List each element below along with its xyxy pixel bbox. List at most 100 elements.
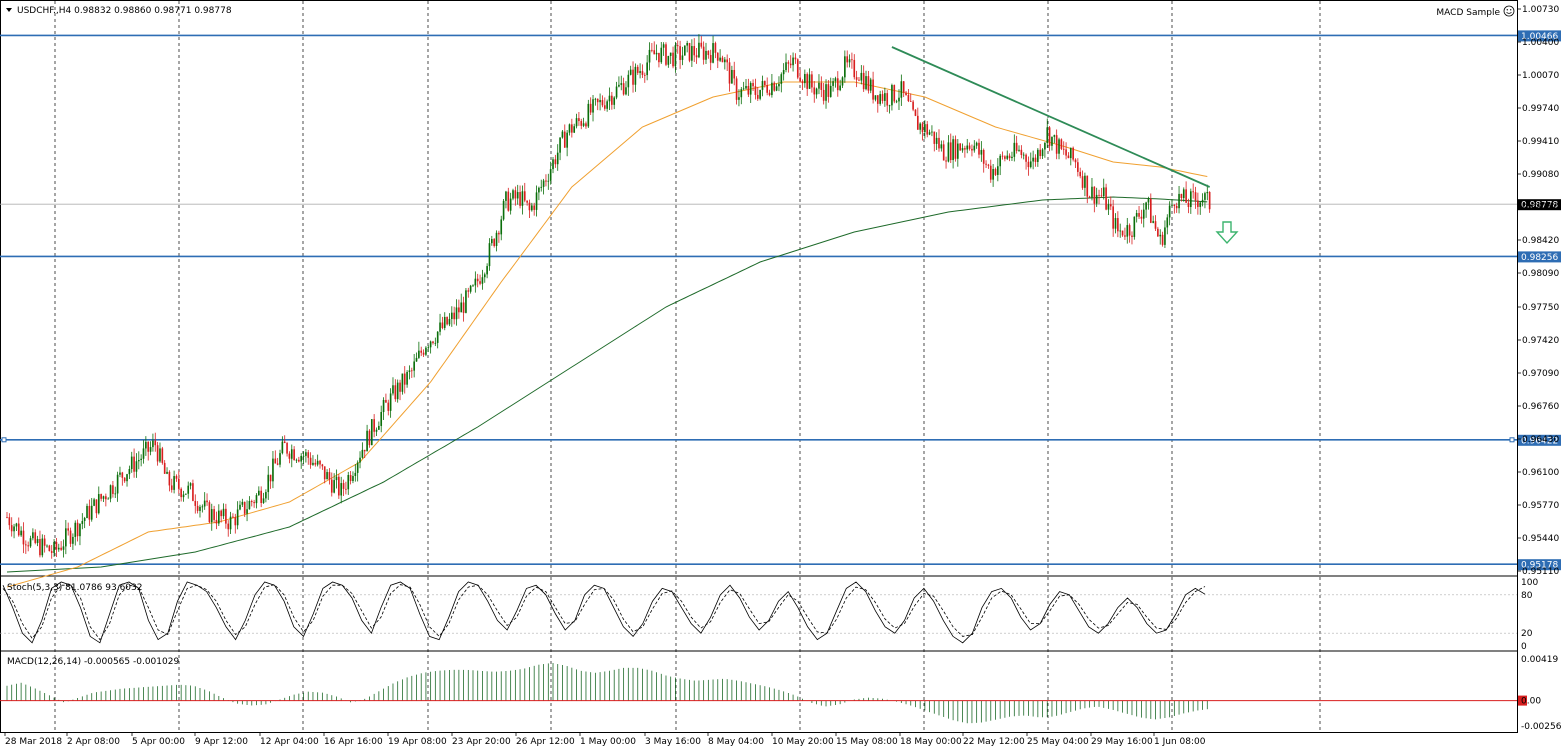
candle [926, 121, 929, 138]
candle [133, 448, 135, 478]
candle [356, 460, 359, 482]
candle [1037, 148, 1039, 167]
candle [686, 40, 688, 53]
candle [582, 117, 585, 128]
candle [940, 140, 943, 152]
candle [1072, 146, 1074, 162]
time-tick-label: 29 May 16:00 [1091, 737, 1153, 747]
macd-axis-label: 0.00419 [1521, 655, 1558, 665]
candle [13, 523, 15, 539]
candle [67, 522, 70, 536]
candle [778, 76, 780, 92]
candle [799, 69, 801, 83]
time-axis[interactable]: 28 Mar 2018 2 Apr 08:00 5 Apr 00:00 9 Apr 1… [4, 732, 1206, 747]
candle [521, 185, 524, 215]
level-handle[interactable] [1, 437, 7, 443]
price-tick-label: 1.00730 [1522, 5, 1559, 15]
candle [589, 97, 592, 115]
candle [660, 42, 663, 64]
candle [862, 65, 865, 92]
candle [1154, 215, 1157, 232]
price-tick-label: 0.95770 [1522, 501, 1559, 511]
candle [632, 61, 634, 93]
candle [813, 81, 816, 103]
candle [900, 74, 903, 106]
candle [653, 41, 656, 55]
candle [933, 131, 936, 152]
candle [265, 489, 267, 503]
candle [1131, 231, 1133, 245]
candle [112, 480, 114, 498]
level-badge [1518, 559, 1561, 571]
level-badge-label: 1.00466 [1521, 32, 1558, 42]
trendline[interactable] [891, 46, 1211, 188]
candle [274, 450, 277, 464]
candle [335, 469, 338, 489]
candle [912, 100, 914, 112]
chart-menu-triangle-icon[interactable] [6, 8, 12, 12]
candle [997, 158, 999, 182]
candle [1058, 137, 1060, 160]
level-handle[interactable] [1509, 437, 1515, 443]
candle [1126, 217, 1129, 244]
price-tick-label: 0.97750 [1522, 303, 1559, 313]
candle [973, 140, 976, 153]
candle [1034, 154, 1037, 167]
candle [1112, 199, 1114, 237]
price-tick-label: 0.98750 [1522, 203, 1559, 213]
candle [634, 63, 637, 92]
candle [140, 454, 142, 467]
down-arrow-icon[interactable] [1215, 221, 1239, 245]
candle [874, 95, 877, 102]
grid [0, 1, 1517, 732]
candle [945, 156, 947, 169]
candle [1168, 201, 1171, 226]
time-tick-label: 8 May 04:00 [708, 737, 764, 747]
level-badge [1518, 434, 1561, 446]
candle [1164, 220, 1166, 248]
candle [290, 444, 293, 468]
candle [361, 442, 364, 459]
candle [187, 481, 190, 499]
candle [93, 497, 95, 507]
candle [1027, 156, 1030, 176]
horizontal-levels[interactable]: 1.00466 0.98256 0.96422 0.95178 0.98778 [0, 30, 1561, 571]
candle [1088, 195, 1091, 198]
price-axis[interactable]: 1.00730 1.00400 1.00070 0.99740 0.99410 0.990… [1517, 5, 1559, 577]
candle [971, 144, 973, 157]
candle [526, 200, 528, 206]
candle [180, 487, 182, 502]
candle [681, 46, 684, 66]
ema-fast-line [6, 81, 1208, 588]
candle [154, 432, 157, 452]
smiley-icon[interactable] [1503, 5, 1515, 17]
candle [338, 474, 340, 499]
candle [1051, 136, 1053, 151]
candle [307, 449, 310, 465]
candle [248, 496, 251, 510]
candle [876, 94, 879, 113]
candle [822, 82, 825, 105]
candle [964, 145, 966, 158]
candle [472, 284, 474, 287]
candle [1119, 223, 1122, 238]
current-price-badge [1518, 199, 1561, 211]
candles [6, 34, 1211, 559]
macd-axis-label: -0.00256 [1521, 722, 1561, 732]
candle [194, 494, 197, 514]
trendline-group[interactable] [891, 46, 1239, 245]
candle [639, 63, 641, 79]
candle [1022, 152, 1025, 160]
candle [123, 477, 126, 483]
candle [1138, 205, 1140, 220]
candle [60, 541, 62, 551]
candle [738, 89, 740, 107]
candle [448, 313, 451, 327]
candle [566, 130, 568, 157]
candle [1093, 186, 1096, 213]
candle [185, 493, 187, 496]
candle [540, 179, 543, 192]
candle [855, 70, 858, 88]
